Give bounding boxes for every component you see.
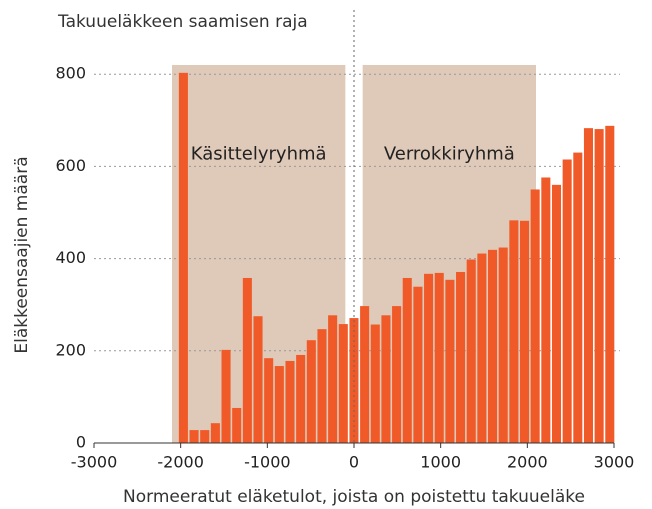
y-tick-label: 0 <box>76 433 86 452</box>
bar <box>456 271 466 443</box>
bar <box>178 72 188 444</box>
bar <box>306 340 316 443</box>
x-tick-label: 0 <box>349 453 359 472</box>
bar <box>370 324 380 443</box>
bar <box>392 306 402 443</box>
region-label: Käsittelyryhmä <box>191 143 327 164</box>
bar <box>210 423 220 443</box>
bar <box>424 273 434 443</box>
bar <box>488 249 498 443</box>
x-tick-label: -1000 <box>244 453 291 472</box>
bar <box>242 277 252 443</box>
region-label: Verrokkiryhmä <box>384 143 515 164</box>
bar <box>381 315 391 443</box>
x-tick-label: -3000 <box>71 453 118 472</box>
bar <box>264 358 274 443</box>
x-tick-label: 2000 <box>507 453 548 472</box>
bar <box>285 360 295 443</box>
x-tick-label: -2000 <box>157 453 204 472</box>
bar <box>445 279 455 443</box>
y-tick-label: 800 <box>55 64 86 83</box>
bar <box>328 315 338 443</box>
annotation: Takuueläkkeen saamisen raja <box>57 12 308 32</box>
bar <box>583 128 594 443</box>
bar <box>594 129 604 443</box>
bar <box>509 220 519 443</box>
bar <box>189 430 199 443</box>
bar <box>562 159 572 443</box>
bar <box>360 306 370 443</box>
bar <box>519 220 530 443</box>
bar <box>274 366 284 443</box>
bar <box>317 329 327 443</box>
x-tick-label: 3000 <box>594 453 635 472</box>
bar <box>551 184 562 444</box>
bar <box>338 324 348 443</box>
y-tick-label: 400 <box>55 248 86 267</box>
bar <box>477 253 487 443</box>
bar <box>434 272 444 443</box>
bar <box>413 286 423 443</box>
bar <box>200 430 210 443</box>
bar <box>530 189 540 443</box>
y-tick-label: 200 <box>55 340 86 359</box>
bar <box>573 152 583 443</box>
bar <box>232 407 242 443</box>
bar <box>466 259 476 443</box>
bar <box>253 316 263 443</box>
bar <box>296 354 306 443</box>
y-axis-label: Eläkkeensaajien määrä <box>12 156 32 353</box>
bar <box>498 247 508 443</box>
x-axis-label: Normeeratut eläketulot, joista on poiste… <box>123 487 585 507</box>
bar <box>541 177 551 444</box>
bar <box>221 349 231 443</box>
bar <box>402 277 412 443</box>
x-tick-label: 1000 <box>420 453 461 472</box>
bar <box>605 125 615 443</box>
y-tick-label: 600 <box>55 156 86 175</box>
